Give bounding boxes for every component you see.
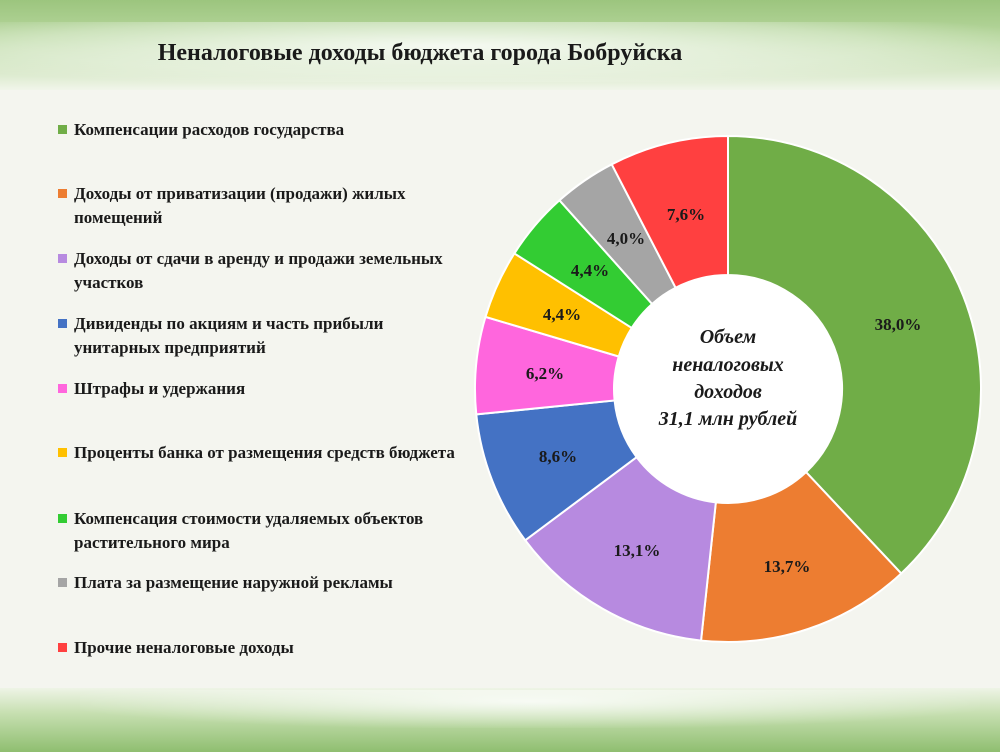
slice-value-label: 4,0% — [607, 229, 645, 248]
legend-item: Штрафы и удержания — [58, 377, 468, 401]
legend-swatch — [58, 254, 67, 263]
header-highlight — [0, 22, 1000, 82]
slice-value-label: 13,1% — [614, 541, 661, 560]
legend-swatch — [58, 125, 67, 134]
center-label-line: Объем — [700, 326, 757, 348]
legend-swatch — [58, 514, 67, 523]
slice-value-label: 6,2% — [526, 364, 564, 383]
slice-value-label: 4,4% — [571, 261, 609, 280]
legend-label: Проценты банка от размещения средств бюд… — [74, 443, 455, 462]
legend-swatch — [58, 319, 67, 328]
legend-item: Дивиденды по акциям и часть прибыли унит… — [58, 312, 468, 360]
legend-item: Компенсация стоимости удаляемых объектов… — [58, 507, 468, 555]
legend-swatch — [58, 448, 67, 457]
legend-label: Доходы от приватизации (продажи) жилых п… — [74, 184, 406, 227]
chart-title: Неналоговые доходы бюджета города Бобруй… — [157, 40, 683, 66]
legend-item: Проценты банка от размещения средств бюд… — [58, 441, 468, 465]
center-label-line: доходов — [694, 381, 762, 403]
legend-item: Плата за размещение наружной рекламы — [58, 571, 468, 595]
slice-value-label: 4,4% — [543, 305, 581, 324]
legend-label: Компенсации расходов государства — [74, 120, 345, 139]
footer-highlight — [80, 690, 980, 728]
legend-label: Прочие неналоговые доходы — [74, 638, 294, 657]
legend-label: Дивиденды по акциям и часть прибыли унит… — [74, 314, 384, 357]
legend-swatch — [58, 189, 67, 198]
center-label-line: 31,1 млн рублей — [658, 408, 797, 430]
legend-item: Прочие неналоговые доходы — [58, 636, 468, 660]
legend-label: Компенсация стоимости удаляемых объектов… — [74, 509, 424, 552]
legend-item: Доходы от сдачи в аренду и продажи земел… — [58, 247, 468, 295]
legend-item: Компенсации расходов государства — [58, 118, 468, 142]
slice-value-label: 7,6% — [667, 205, 705, 224]
slice-value-label: 38,0% — [875, 315, 922, 334]
legend-label: Доходы от сдачи в аренду и продажи земел… — [74, 249, 443, 292]
legend-swatch — [58, 643, 67, 652]
donut-hole — [614, 275, 842, 503]
legend-swatch — [58, 578, 67, 587]
legend-label: Штрафы и удержания — [74, 379, 246, 398]
legend-label: Плата за размещение наружной рекламы — [74, 573, 393, 592]
legend-item: Доходы от приватизации (продажи) жилых п… — [58, 182, 468, 230]
slice-value-label: 8,6% — [539, 447, 577, 466]
legend-swatch — [58, 384, 67, 393]
slice-value-label: 13,7% — [764, 557, 811, 576]
center-label-line: неналоговых — [672, 354, 784, 376]
